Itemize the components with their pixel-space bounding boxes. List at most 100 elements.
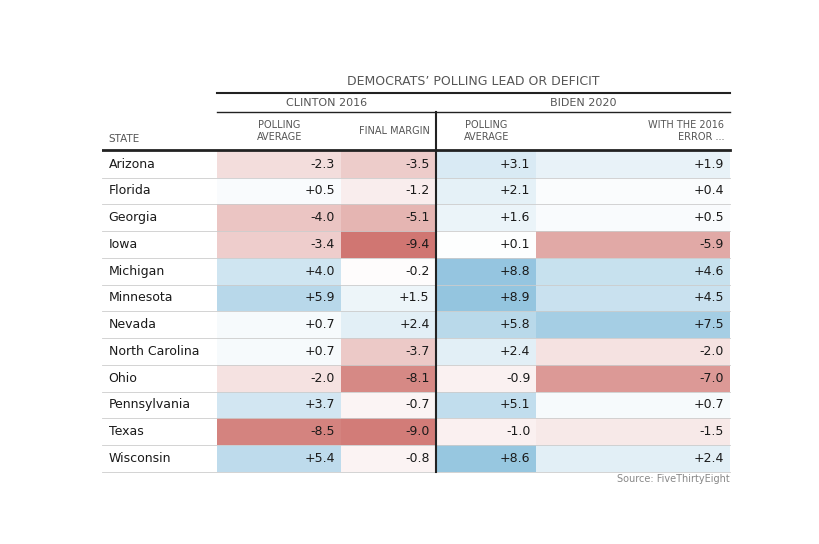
Text: -1.5: -1.5 <box>699 425 723 438</box>
Text: CLINTON 2016: CLINTON 2016 <box>286 97 367 108</box>
Text: -0.7: -0.7 <box>405 398 429 411</box>
Text: +2.1: +2.1 <box>500 184 530 197</box>
Text: -3.4: -3.4 <box>310 238 335 251</box>
Text: +3.1: +3.1 <box>500 158 530 171</box>
Text: +5.1: +5.1 <box>500 398 530 411</box>
Text: -1.2: -1.2 <box>405 184 429 197</box>
Text: -2.0: -2.0 <box>310 372 335 385</box>
Text: -5.1: -5.1 <box>405 211 429 224</box>
Text: +3.7: +3.7 <box>304 398 335 411</box>
Text: -0.2: -0.2 <box>405 265 429 277</box>
Bar <box>435 311 536 338</box>
Bar <box>536 338 730 365</box>
Text: +0.1: +0.1 <box>500 238 530 251</box>
Bar <box>341 445 435 472</box>
Text: North Carolina: North Carolina <box>109 345 199 358</box>
Text: +1.5: +1.5 <box>399 292 429 305</box>
Text: +1.9: +1.9 <box>693 158 723 171</box>
Text: -2.3: -2.3 <box>310 158 335 171</box>
Text: +5.4: +5.4 <box>304 452 335 465</box>
Bar <box>435 177 536 204</box>
Text: -7.0: -7.0 <box>699 372 723 385</box>
Text: -4.0: -4.0 <box>310 211 335 224</box>
Bar <box>435 285 536 311</box>
Bar <box>341 231 435 258</box>
Text: +0.7: +0.7 <box>304 345 335 358</box>
Bar <box>536 392 730 418</box>
Text: +1.6: +1.6 <box>500 211 530 224</box>
Bar <box>341 392 435 418</box>
Bar <box>341 258 435 285</box>
Text: +4.6: +4.6 <box>693 265 723 277</box>
Bar <box>435 151 536 177</box>
Text: POLLING
AVERAGE: POLLING AVERAGE <box>256 120 301 142</box>
Bar <box>341 204 435 231</box>
Text: +5.8: +5.8 <box>499 318 530 331</box>
Text: +4.5: +4.5 <box>693 292 723 305</box>
Bar <box>341 151 435 177</box>
Text: +0.4: +0.4 <box>693 184 723 197</box>
Text: -3.7: -3.7 <box>405 345 429 358</box>
Text: BIDEN 2020: BIDEN 2020 <box>549 97 616 108</box>
Bar <box>217 365 341 392</box>
Text: +2.4: +2.4 <box>500 345 530 358</box>
Bar <box>217 418 341 445</box>
Text: FINAL MARGIN: FINAL MARGIN <box>358 126 429 136</box>
Text: WITH THE 2016
ERROR ...: WITH THE 2016 ERROR ... <box>647 120 723 142</box>
Text: -9.0: -9.0 <box>405 425 429 438</box>
Bar <box>341 285 435 311</box>
Bar <box>536 311 730 338</box>
Text: +7.5: +7.5 <box>693 318 723 331</box>
Text: Pennsylvania: Pennsylvania <box>109 398 191 411</box>
Text: -5.9: -5.9 <box>699 238 723 251</box>
Text: -3.5: -3.5 <box>405 158 429 171</box>
Text: Texas: Texas <box>109 425 143 438</box>
Bar <box>341 418 435 445</box>
Bar <box>536 177 730 204</box>
Bar <box>435 258 536 285</box>
Bar <box>435 418 536 445</box>
Text: +0.5: +0.5 <box>304 184 335 197</box>
Text: Arizona: Arizona <box>109 158 156 171</box>
Bar <box>536 258 730 285</box>
Bar <box>217 231 341 258</box>
Text: +0.5: +0.5 <box>693 211 723 224</box>
Bar <box>435 392 536 418</box>
Bar <box>536 151 730 177</box>
Text: +8.9: +8.9 <box>500 292 530 305</box>
Bar <box>536 231 730 258</box>
Bar <box>536 285 730 311</box>
Bar <box>217 338 341 365</box>
Bar <box>341 177 435 204</box>
Bar <box>217 392 341 418</box>
Text: Source: FiveThirtyEight: Source: FiveThirtyEight <box>617 474 730 484</box>
Bar <box>536 418 730 445</box>
Text: -8.1: -8.1 <box>405 372 429 385</box>
Text: +8.6: +8.6 <box>500 452 530 465</box>
Text: -2.0: -2.0 <box>699 345 723 358</box>
Bar <box>341 365 435 392</box>
Text: +2.4: +2.4 <box>399 318 429 331</box>
Text: Florida: Florida <box>109 184 152 197</box>
Text: -1.0: -1.0 <box>505 425 530 438</box>
Bar <box>217 445 341 472</box>
Bar <box>435 338 536 365</box>
Text: Georgia: Georgia <box>109 211 158 224</box>
Text: +2.4: +2.4 <box>693 452 723 465</box>
Text: +8.8: +8.8 <box>499 265 530 277</box>
Bar <box>435 204 536 231</box>
Text: POLLING
AVERAGE: POLLING AVERAGE <box>463 120 509 142</box>
Bar <box>217 285 341 311</box>
Bar <box>536 365 730 392</box>
Text: +0.7: +0.7 <box>304 318 335 331</box>
Bar <box>435 365 536 392</box>
Bar <box>435 231 536 258</box>
Text: Wisconsin: Wisconsin <box>109 452 171 465</box>
Bar <box>217 311 341 338</box>
Bar <box>341 338 435 365</box>
Text: Iowa: Iowa <box>109 238 138 251</box>
Bar <box>341 311 435 338</box>
Bar <box>217 151 341 177</box>
Text: Nevada: Nevada <box>109 318 156 331</box>
Text: +0.7: +0.7 <box>693 398 723 411</box>
